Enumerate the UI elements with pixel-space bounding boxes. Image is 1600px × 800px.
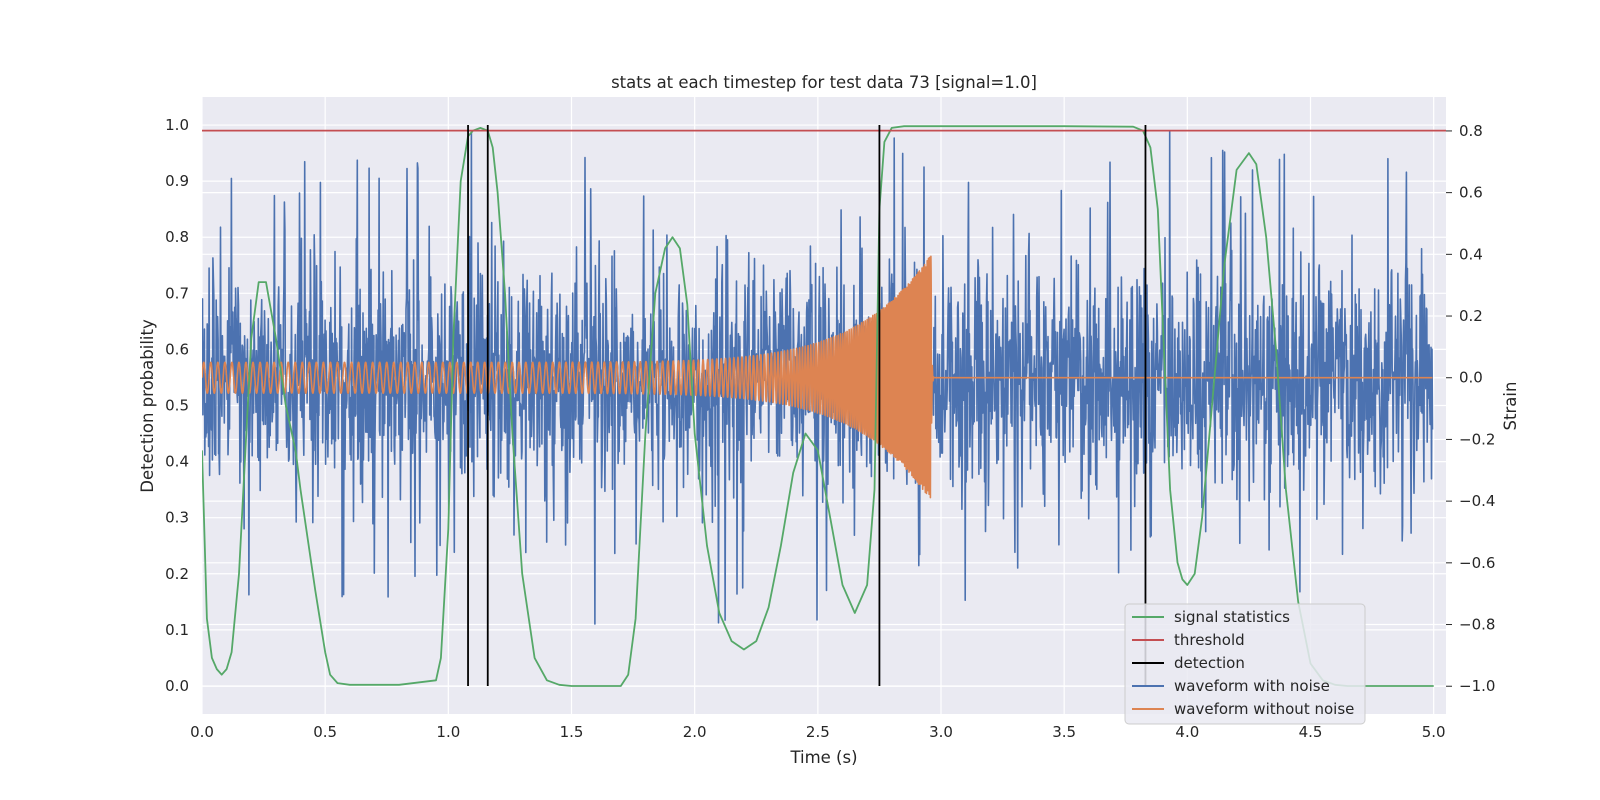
x-tick-labels: 0.0 0.5 1.0 1.5 2.0 2.5 3.0 3.5 4.0 4.5 5.0 <box>190 723 1446 741</box>
y-tick-label: 1.0 <box>165 116 189 134</box>
y2-axis-label: Strain <box>1501 382 1520 431</box>
legend: signal statistics threshold detection wa… <box>1124 603 1366 725</box>
y-tick-label: 0.1 <box>165 621 189 639</box>
series-signal-statistics <box>202 125 1434 687</box>
y-tick-label: 0.8 <box>165 228 189 246</box>
legend-label-detection: detection <box>1174 654 1245 672</box>
chart-title: stats at each timestep for test data 73 … <box>611 73 1037 92</box>
y2-tick-label: 0.6 <box>1459 184 1483 202</box>
y2-tick-label: −0.8 <box>1459 616 1495 634</box>
y2-tick-label: −1.0 <box>1459 677 1495 695</box>
y2-tick-label: −0.6 <box>1459 554 1495 572</box>
legend-box <box>1124 603 1366 725</box>
x-tick-label: 0.0 <box>190 723 214 741</box>
legend-label-noisy: waveform with noise <box>1174 677 1330 695</box>
series-waveform-with-noise <box>202 130 1434 625</box>
y-tick-label: 0.9 <box>165 172 189 190</box>
x-tick-label: 1.5 <box>560 723 584 741</box>
legend-label-clean: waveform without noise <box>1174 700 1354 718</box>
y-tick-labels: 0.0 0.1 0.2 0.3 0.4 0.5 0.6 0.7 0.8 0.9 1.0 <box>165 116 189 695</box>
x-tick-label: 1.0 <box>436 723 460 741</box>
legend-label-signal: signal statistics <box>1174 608 1290 626</box>
y2-tick-label: 0.4 <box>1459 245 1483 263</box>
y2-tick-label: 0.8 <box>1459 122 1483 140</box>
y-tick-label: 0.6 <box>165 340 189 358</box>
x-tick-label: 3.5 <box>1052 723 1076 741</box>
x-tick-label: 0.5 <box>313 723 337 741</box>
y-tick-label: 0.0 <box>165 677 189 695</box>
y2-tick-label: 0.2 <box>1459 307 1483 325</box>
x-tick-label: 3.0 <box>929 723 953 741</box>
legend-label-threshold: threshold <box>1174 631 1245 649</box>
series-layer <box>202 125 1446 687</box>
x-tick-label: 5.0 <box>1422 723 1446 741</box>
x-axis-label: Time (s) <box>789 748 857 767</box>
y-tick-label: 0.7 <box>165 284 189 302</box>
y-tick-label: 0.3 <box>165 509 189 527</box>
series-waveform-without-noise <box>202 255 1434 499</box>
y-tick-label: 0.5 <box>165 397 189 415</box>
x-tick-label: 2.0 <box>683 723 707 741</box>
y2-tick-labels: −1.0 −0.8 −0.6 −0.4 −0.2 0.0 0.2 0.4 0.6 0.8 <box>1446 122 1495 695</box>
x-tick-label: 4.0 <box>1175 723 1199 741</box>
y2-tick-label: 0.0 <box>1459 369 1483 387</box>
y2-tick-label: −0.4 <box>1459 492 1495 510</box>
x-tick-label: 4.5 <box>1299 723 1323 741</box>
y-axis-label: Detection probability <box>138 319 157 493</box>
y-tick-label: 0.4 <box>165 453 189 471</box>
x-tick-label: 2.5 <box>806 723 830 741</box>
y2-tick-label: −0.2 <box>1459 430 1495 448</box>
y-tick-label: 0.2 <box>165 565 189 583</box>
